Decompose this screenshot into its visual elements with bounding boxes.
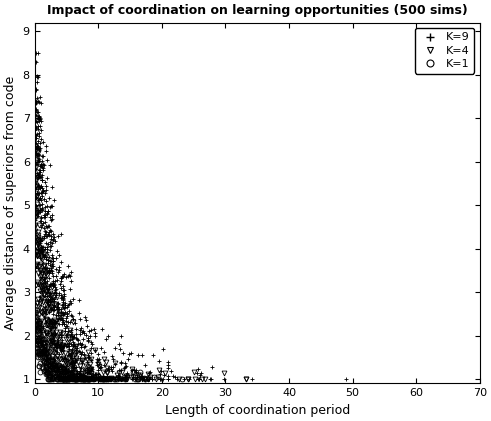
Y-axis label: Average distance of superiors from code: Average distance of superiors from code <box>4 76 17 330</box>
K=1 <box>78 371 83 376</box>
Line: K=4: K=4 <box>33 144 249 381</box>
K=4 <box>73 358 79 363</box>
K=4 <box>191 369 196 374</box>
K=9 <box>145 376 151 381</box>
Title: Impact of coordination on learning opportunities (500 sims): Impact of coordination on learning oppor… <box>47 4 467 17</box>
K=9 <box>33 51 39 56</box>
K=1 <box>34 331 40 336</box>
Legend: K=9, K=4, K=1: K=9, K=4, K=1 <box>415 28 474 74</box>
K=9 <box>50 264 55 269</box>
K=9 <box>68 332 74 337</box>
K=9 <box>33 112 39 117</box>
K=1 <box>69 376 75 381</box>
K=9 <box>129 368 135 373</box>
K=1 <box>53 368 58 373</box>
X-axis label: Length of coordination period: Length of coordination period <box>164 404 350 417</box>
K=1 <box>33 309 39 314</box>
K=1 <box>68 372 74 377</box>
K=4 <box>32 144 38 149</box>
K=9 <box>58 285 64 290</box>
K=4 <box>192 376 198 381</box>
K=4 <box>50 339 55 344</box>
K=1 <box>45 376 51 381</box>
K=1 <box>32 306 38 311</box>
K=1 <box>179 376 185 381</box>
K=4 <box>37 320 43 325</box>
K=9 <box>50 308 55 313</box>
K=4 <box>65 336 71 341</box>
K=9 <box>47 263 53 268</box>
K=4 <box>40 284 46 289</box>
Line: K=9: K=9 <box>33 51 349 381</box>
K=4 <box>56 376 62 381</box>
K=1 <box>35 324 41 329</box>
K=9 <box>165 362 171 367</box>
K=4 <box>36 239 42 244</box>
Line: K=1: K=1 <box>33 306 185 381</box>
